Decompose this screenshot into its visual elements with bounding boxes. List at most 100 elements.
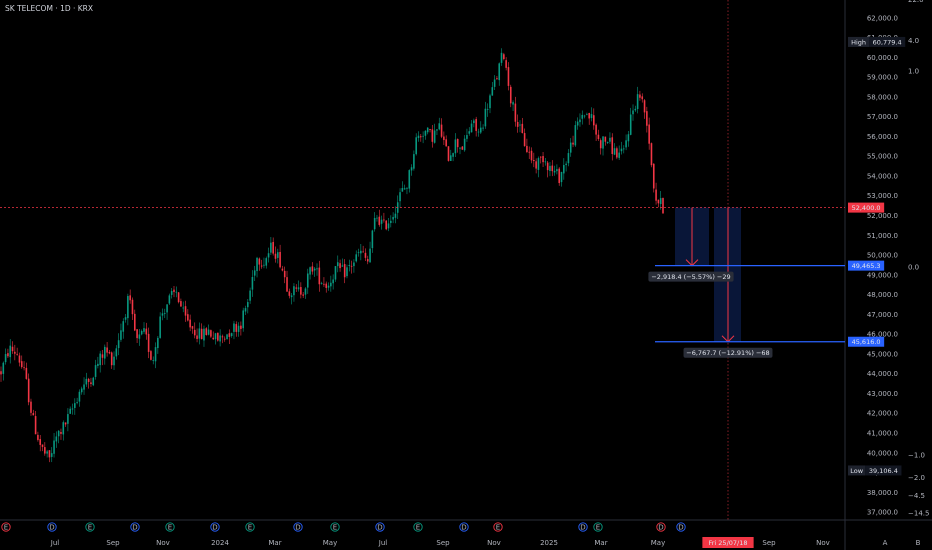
candle-body xyxy=(83,384,85,390)
candle-body xyxy=(120,330,122,340)
event-marker xyxy=(1,522,11,532)
candle-body xyxy=(210,330,212,337)
candle-body xyxy=(350,265,353,267)
candle-body xyxy=(37,434,39,440)
candle-body xyxy=(477,131,480,133)
candle-body xyxy=(325,283,328,288)
price-tick-label: 55,000.0 xyxy=(867,153,898,161)
candle-body xyxy=(87,378,90,382)
candle-body xyxy=(609,137,611,142)
candle-body xyxy=(606,141,609,143)
candle-body xyxy=(403,188,406,190)
candle-body xyxy=(599,140,602,149)
candle-body xyxy=(519,124,521,126)
target-tag-1-value: 49,465.3 xyxy=(852,262,881,270)
time-axis[interactable]: Jul Sep Nov 2024 Mar May Jul Sep Nov 2025 Mar May Se… xyxy=(50,537,921,548)
candle-body xyxy=(438,123,441,130)
last-price-tag-value-bg xyxy=(848,202,885,213)
candle-body xyxy=(154,347,157,362)
candle-body xyxy=(408,170,411,189)
candle-body xyxy=(85,378,88,385)
candle-body xyxy=(198,328,201,339)
candle-body xyxy=(221,336,224,338)
candle-body xyxy=(383,219,385,221)
price-tick-label: 59,000.0 xyxy=(867,74,898,82)
candle-body xyxy=(563,165,565,174)
price-tick-label: 42,000.0 xyxy=(867,410,898,418)
event-marker-letter: E xyxy=(333,524,337,532)
candle-body xyxy=(530,150,533,161)
candle-body xyxy=(353,262,355,267)
candle-body xyxy=(170,291,173,295)
candle-body xyxy=(387,223,390,229)
candle-body xyxy=(244,308,247,312)
candle-body xyxy=(648,124,650,144)
price-tick-label: 56,000.0 xyxy=(867,133,898,141)
candle-body xyxy=(479,127,482,133)
candle-body xyxy=(498,63,501,81)
candle-body xyxy=(293,286,295,296)
event-marker-letter: E xyxy=(88,524,92,532)
secondary-tick-label: −1.0 xyxy=(908,451,925,459)
price-tick-label: 46,000.0 xyxy=(867,331,898,339)
candle-body xyxy=(336,262,339,267)
candle-body xyxy=(526,145,528,153)
candle-body xyxy=(343,264,346,278)
candle-body xyxy=(274,253,277,259)
secondary-tick-label: 4.0 xyxy=(908,37,919,45)
candle-body xyxy=(406,187,408,189)
event-marker xyxy=(656,522,666,532)
candle-body xyxy=(32,413,35,416)
candle-body xyxy=(76,402,78,403)
event-marker-letter: D xyxy=(132,524,137,532)
candle-layer xyxy=(0,48,664,463)
candle-body xyxy=(355,254,358,262)
candle-body xyxy=(94,365,97,377)
candle-body xyxy=(620,148,623,152)
candle-body xyxy=(341,265,344,267)
candle-body xyxy=(452,153,454,157)
secondary-tick-label: 1.0 xyxy=(908,67,919,75)
price-tick-label: 37,000.0 xyxy=(867,509,898,517)
price-axis[interactable]: 62,000.061,000.060,000.059,000.058,000.0… xyxy=(848,14,906,517)
candle-body xyxy=(313,268,316,271)
candle-body xyxy=(528,151,531,153)
candle-body xyxy=(279,251,281,268)
candle-body xyxy=(39,439,42,445)
event-marker-letter: E xyxy=(168,524,172,532)
candle-body xyxy=(482,127,484,129)
candle-body xyxy=(551,165,554,172)
candle-body xyxy=(138,334,141,339)
candle-body xyxy=(74,403,76,408)
candle-body xyxy=(272,241,274,254)
candle-body xyxy=(456,138,459,148)
candle-body xyxy=(602,136,604,149)
event-marker-letter: D xyxy=(49,524,54,532)
high-tag-value-bg xyxy=(869,36,906,47)
candle-body xyxy=(657,199,660,204)
time-tick-label: Sep xyxy=(436,539,450,547)
candle-body xyxy=(546,162,549,171)
candle-body xyxy=(99,353,101,366)
candle-body xyxy=(595,124,597,135)
candle-body xyxy=(641,96,644,100)
candle-body xyxy=(71,408,74,410)
measure-label-1-bg xyxy=(648,271,734,282)
secondary-tick-label: −4.5 xyxy=(908,492,925,500)
event-marker xyxy=(375,522,385,532)
candle-body xyxy=(413,154,415,169)
time-tick-label: Nov xyxy=(816,539,830,547)
candle-body xyxy=(431,129,434,142)
candle-body xyxy=(253,270,256,276)
candle-body xyxy=(542,156,544,163)
candle-body xyxy=(484,108,487,127)
candle-body xyxy=(567,153,570,164)
price-tick-label: 50,000.0 xyxy=(867,252,898,260)
candle-body xyxy=(486,109,489,110)
candle-body xyxy=(461,146,464,150)
candle-body xyxy=(390,220,392,223)
event-marker xyxy=(578,522,588,532)
secondary-tick-label: 22.0 xyxy=(908,0,924,4)
candle-body xyxy=(9,345,12,358)
